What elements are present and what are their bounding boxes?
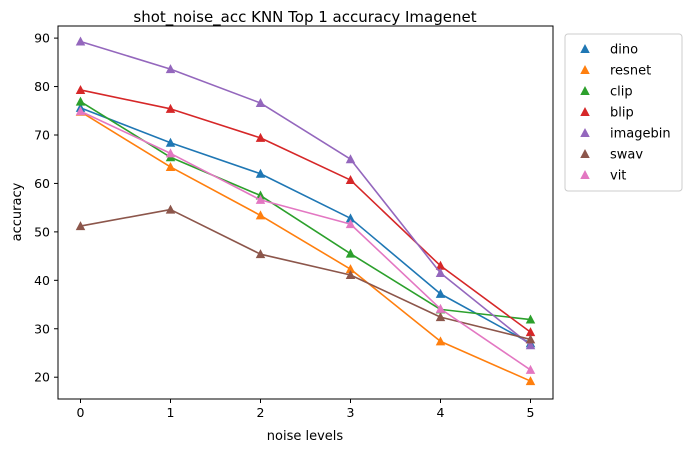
data-point-imagebin xyxy=(525,340,536,350)
data-point-swav xyxy=(435,312,446,322)
legend-label-imagebin: imagebin xyxy=(610,127,671,142)
series-line-vit xyxy=(80,110,531,371)
data-point-vit xyxy=(75,106,86,116)
y-tick-label: 90 xyxy=(34,31,50,46)
data-point-clip xyxy=(525,314,536,324)
data-point-vit xyxy=(165,148,176,158)
data-point-clip xyxy=(75,96,86,106)
legend-marker-clip xyxy=(580,86,590,95)
data-point-resnet xyxy=(255,210,266,220)
x-tick-label: 4 xyxy=(437,405,445,420)
plot-frame xyxy=(57,25,554,400)
legend-marker-imagebin xyxy=(580,128,590,137)
x-tick-label: 5 xyxy=(527,405,535,420)
series-line-dino xyxy=(80,107,531,344)
series-resnet xyxy=(75,106,536,386)
y-tick-label: 40 xyxy=(34,273,50,288)
data-point-vit xyxy=(255,194,266,204)
legend-marker-dino xyxy=(580,44,590,53)
series-line-imagebin xyxy=(80,40,532,346)
data-point-resnet xyxy=(165,161,176,171)
data-point-blip xyxy=(525,327,536,337)
legend-marker-vit xyxy=(580,170,590,179)
data-point-swav xyxy=(165,204,176,214)
y-axis: 20 30 40 50 60 70 80 90 xyxy=(34,31,58,385)
data-point-dino xyxy=(435,288,446,298)
data-point-vit xyxy=(525,364,536,374)
series-line-clip xyxy=(80,100,531,321)
data-point-blip xyxy=(255,132,266,142)
legend-label-clip: clip xyxy=(610,85,633,100)
series-swav xyxy=(75,204,536,344)
data-point-swav xyxy=(255,249,266,259)
y-tick-label: 20 xyxy=(34,370,50,385)
data-point-resnet xyxy=(435,336,446,346)
data-point-blip xyxy=(435,260,446,270)
data-point-clip xyxy=(345,248,356,258)
y-tick-label: 70 xyxy=(34,127,50,142)
legend-label-swav: swav xyxy=(610,148,643,163)
y-axis-label: accuracy xyxy=(10,182,25,241)
legend-marker-resnet xyxy=(580,65,590,74)
series-vit xyxy=(75,106,536,374)
data-point-imagebin xyxy=(435,268,446,278)
x-axis: 0 1 2 3 4 5 xyxy=(77,399,535,420)
series-line-swav xyxy=(80,208,531,341)
chart-title: shot_noise_acc KNN Top 1 accuracy Imagen… xyxy=(133,8,476,27)
legend-label-dino: dino xyxy=(610,43,638,58)
series-line-blip xyxy=(80,89,531,333)
data-point-resnet xyxy=(345,264,356,274)
data-point-vit xyxy=(345,219,356,229)
x-tick-label: 1 xyxy=(167,405,175,420)
series-imagebin xyxy=(75,36,536,350)
data-point-imagebin xyxy=(75,36,86,46)
data-point-imagebin xyxy=(165,64,176,74)
data-point-dino xyxy=(255,168,266,178)
x-tick-label: 3 xyxy=(347,405,355,420)
legend-label-resnet: resnet xyxy=(610,64,651,79)
series-blip xyxy=(75,84,536,337)
legend-marker-blip xyxy=(580,107,590,116)
data-point-blip xyxy=(75,84,86,94)
data-point-imagebin xyxy=(255,98,266,108)
data-point-swav xyxy=(525,334,536,344)
data-point-blip xyxy=(345,175,356,185)
data-point-dino xyxy=(345,213,356,223)
legend-marker-swav xyxy=(580,149,590,158)
data-point-dino xyxy=(165,137,176,147)
plot-area xyxy=(75,36,536,386)
data-point-swav xyxy=(345,269,356,279)
series-line-resnet xyxy=(80,111,531,382)
legend-box xyxy=(564,33,683,192)
data-point-vit xyxy=(435,303,446,313)
y-tick-label: 60 xyxy=(34,176,50,191)
x-axis-label: noise levels xyxy=(267,429,344,444)
x-tick-label: 0 xyxy=(77,405,85,420)
y-tick-label: 50 xyxy=(34,224,50,239)
y-tick-label: 80 xyxy=(34,79,50,94)
y-tick-label: 30 xyxy=(34,321,50,336)
data-point-imagebin xyxy=(345,154,356,164)
legend-label-blip: blip xyxy=(610,106,634,121)
x-tick-label: 2 xyxy=(257,405,265,420)
data-point-blip xyxy=(165,103,176,113)
data-point-resnet xyxy=(525,376,536,386)
data-point-swav xyxy=(75,221,86,231)
legend-label-vit: vit xyxy=(610,169,626,184)
legend: dino resnet clip blip imagebin swav vit xyxy=(564,33,683,192)
series-clip xyxy=(75,96,536,324)
